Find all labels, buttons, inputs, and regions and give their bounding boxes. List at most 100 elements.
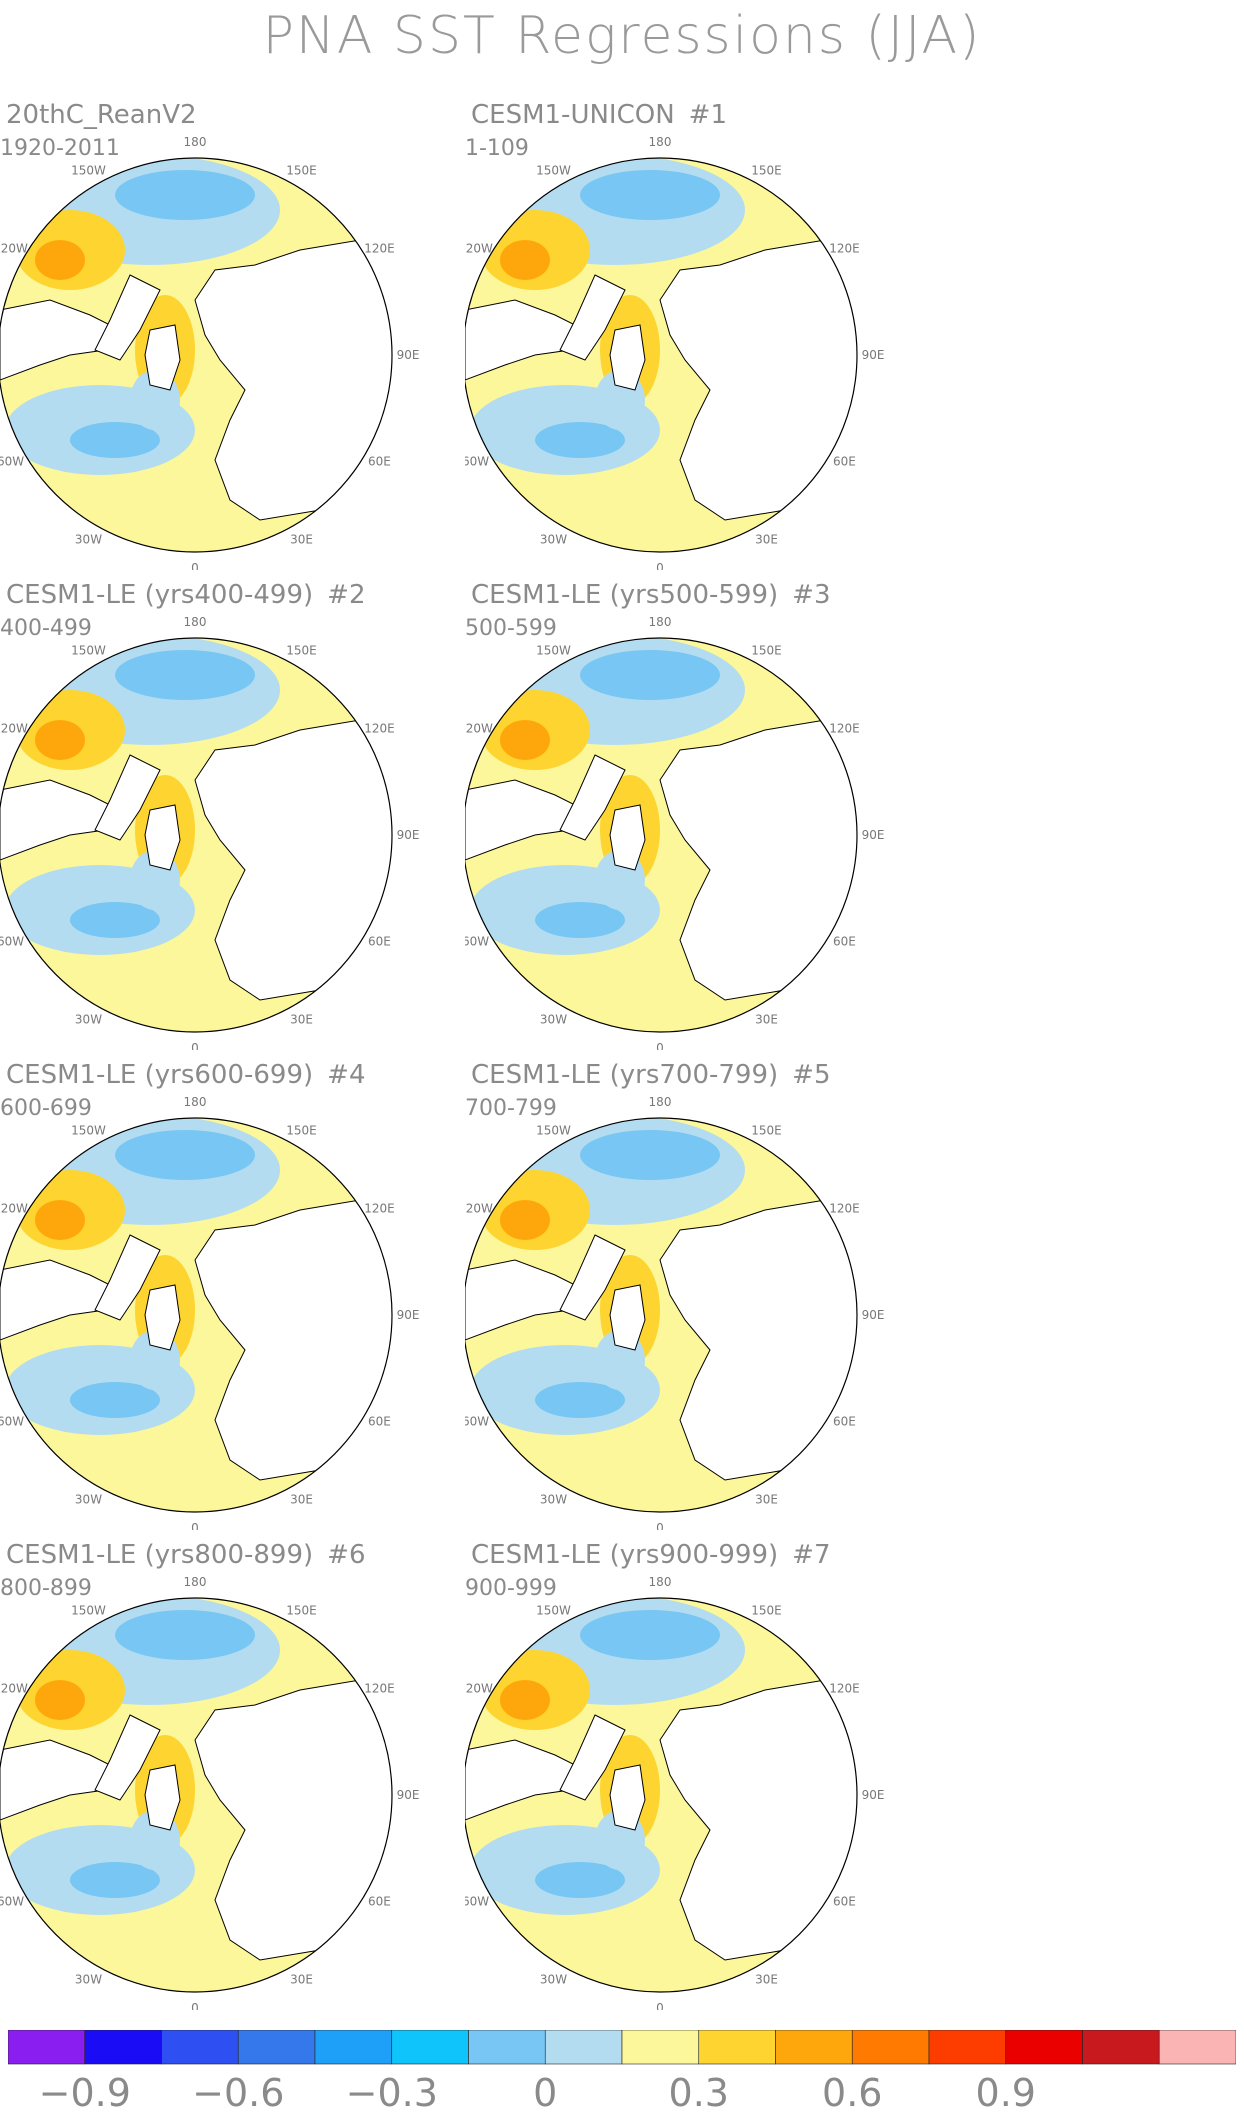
longitude-label: 30E (755, 1972, 778, 1986)
panel-number: #6 (327, 1540, 366, 1570)
longitude-label: 120E (364, 1682, 395, 1696)
polar-map: 180150E120E90E60E30E030W60W90W120W150W (465, 615, 885, 1050)
map-boundary (0, 637, 393, 1033)
longitude-label: 60W (465, 935, 489, 949)
land-mass (559, 754, 626, 841)
colorbar-tick-label: 0.6 (822, 2071, 882, 2113)
longitude-label: 0 (656, 1521, 664, 1530)
panel-title-text: CESM1-UNICON (471, 100, 675, 130)
polar-map: 180150E120E90E60E30E030W60W90W120W150W (0, 1575, 420, 2010)
longitude-label: 180 (184, 615, 207, 629)
longitude-label: 60W (0, 935, 24, 949)
panel-title-text: CESM1-LE (yrs400-499) (6, 580, 314, 610)
panel-period: 1920-2011 (0, 136, 120, 161)
colorbar-swatch (928, 2030, 1007, 2065)
land-mass (609, 324, 646, 391)
colorbar: −0.9 −0.6 −0.3 0 0.3 0.6 0.9 (8, 2030, 1236, 2113)
colorbar-swatch (314, 2030, 393, 2065)
longitude-label: 150E (751, 1604, 782, 1618)
map-boundary (0, 157, 393, 553)
anomaly-contour (535, 422, 625, 458)
colorbar-tick-label: 0 (533, 2071, 557, 2113)
longitude-label: 90E (862, 1308, 885, 1322)
longitude-label: 120W (465, 1682, 493, 1696)
polar-map: 180150E120E90E60E30E030W60W90W120W150W (465, 1575, 884, 2010)
panel-title: CESM1-LE (yrs600-699) #4 (0, 1060, 566, 1090)
colorbar-tick-label: −0.6 (192, 2071, 284, 2113)
longitude-label: 0 (191, 1041, 199, 1050)
longitude-label: 60E (368, 1415, 391, 1429)
longitude-label: 150W (536, 164, 571, 178)
panel-period: 900-999 (465, 1576, 557, 1601)
land-mass (94, 274, 161, 361)
anomaly-contour (115, 650, 255, 700)
anomaly-contour (580, 1130, 720, 1180)
map-panel: 180150E120E90E60E30E030W60W90W120W150WCE… (465, 580, 1025, 1050)
anomaly-contour (500, 1680, 550, 1720)
panel-number: #2 (327, 580, 366, 610)
longitude-label: 0 (656, 2001, 664, 2010)
panel-number: #3 (792, 580, 831, 610)
colorbar-swatch (8, 2030, 86, 2065)
longitude-label: 150E (751, 164, 782, 178)
colorbar-swatch (237, 2030, 316, 2065)
colorbar-swatch (391, 2030, 469, 2065)
anomaly-contour (35, 1680, 85, 1720)
colorbar-swatch (851, 2030, 930, 2065)
longitude-label: 60W (465, 1895, 489, 1909)
colorbar-tick-label: 0.3 (669, 2071, 729, 2113)
colorbar-svg: −0.9 −0.6 −0.3 0 0.3 0.6 0.9 (8, 2030, 1236, 2113)
longitude-label: 60E (368, 935, 391, 949)
land-mass (609, 804, 646, 871)
map-panel: 180150E120E90E60E30E030W60W90W120W150W20… (0, 100, 560, 570)
longitude-label: 180 (649, 615, 672, 629)
panel-title-text: 20thC_ReanV2 (6, 100, 197, 130)
panel-number: #4 (327, 1060, 366, 1090)
polar-map: 180150E120E90E60E30E030W60W90W120W150W (465, 1095, 885, 1530)
longitude-label: 120W (465, 1202, 493, 1216)
longitude-label: 150W (536, 1604, 571, 1618)
longitude-label: 150W (536, 1124, 571, 1138)
longitude-label: 120W (465, 242, 493, 256)
longitude-label: 30E (290, 1492, 313, 1506)
polar-map: 180150E120E90E60E30E030W60W90W120W150W (465, 135, 884, 570)
panel-title: CESM1-LE (yrs800-899) #6 (0, 1540, 566, 1570)
longitude-label: 30E (290, 532, 313, 546)
longitude-label: 60E (368, 455, 391, 469)
map-panel: 180150E120E90E60E30E030W60W90W120W150WCE… (465, 100, 1025, 570)
map-panel: 180150E120E90E60E30E030W60W90W120W150WCE… (0, 1060, 560, 1530)
longitude-label: 150E (751, 644, 782, 658)
longitude-label: 30E (290, 1012, 313, 1026)
longitude-label: 30W (540, 1012, 567, 1026)
longitude-label: 120E (364, 1202, 395, 1216)
land-mass (94, 754, 161, 841)
panel-period: 1-109 (465, 136, 529, 161)
longitude-label: 60E (833, 935, 856, 949)
panel-number: #1 (688, 100, 727, 130)
polar-map: 180150E120E90E60E30E030W60W90W120W150W (0, 1095, 419, 1530)
panel-title-text: CESM1-LE (yrs700-799) (471, 1060, 779, 1090)
anomaly-contour (70, 1862, 160, 1898)
longitude-label: 60W (465, 455, 489, 469)
anomaly-contour (70, 422, 160, 458)
anomaly-contour (535, 902, 625, 938)
land-mass (144, 1284, 181, 1351)
longitude-label: 180 (184, 135, 207, 149)
longitude-label: 60W (0, 455, 24, 469)
longitude-label: 150E (286, 1604, 317, 1618)
anomaly-contour (115, 1130, 255, 1180)
colorbar-swatch (621, 2030, 700, 2065)
longitude-label: 120E (829, 242, 860, 256)
longitude-label: 150W (71, 1604, 106, 1618)
longitude-label: 150E (286, 1124, 317, 1138)
longitude-label: 90E (862, 828, 885, 842)
map-boundary (465, 1117, 858, 1513)
map-boundary (0, 1117, 393, 1513)
colorbar-swatch (468, 2030, 546, 2065)
longitude-label: 90E (397, 1788, 420, 1802)
panel-period: 400-499 (0, 616, 92, 641)
longitude-label: 150W (71, 644, 106, 658)
longitude-label: 120E (364, 722, 395, 736)
panel-title-text: CESM1-LE (yrs500-599) (471, 580, 779, 610)
map-boundary (465, 1597, 858, 1993)
